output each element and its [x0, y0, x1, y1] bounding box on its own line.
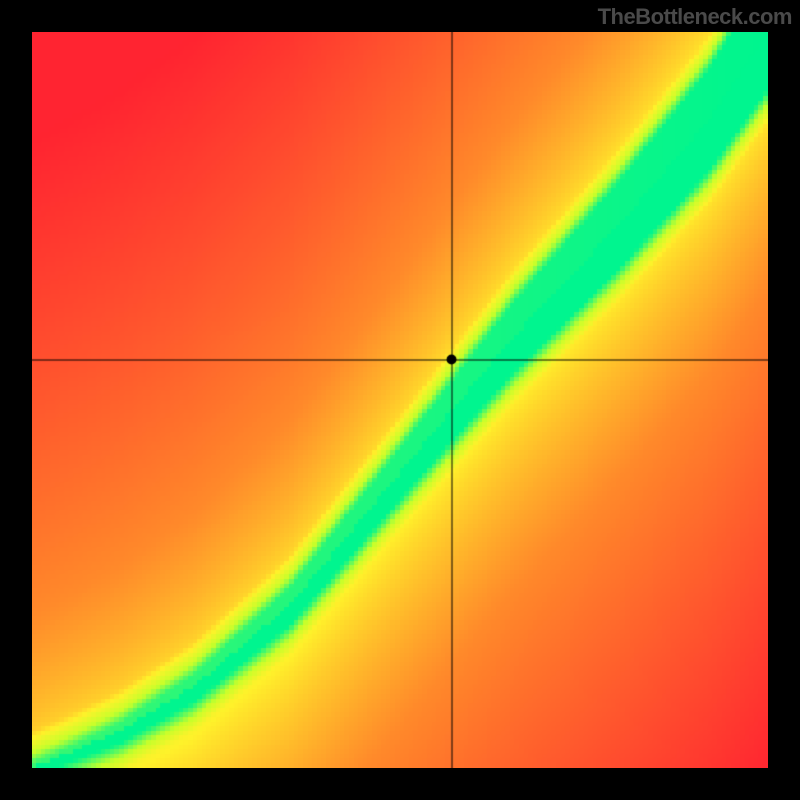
bottleneck-heatmap — [32, 32, 768, 768]
attribution-label: TheBottleneck.com — [598, 4, 792, 30]
chart-container: TheBottleneck.com — [0, 0, 800, 800]
